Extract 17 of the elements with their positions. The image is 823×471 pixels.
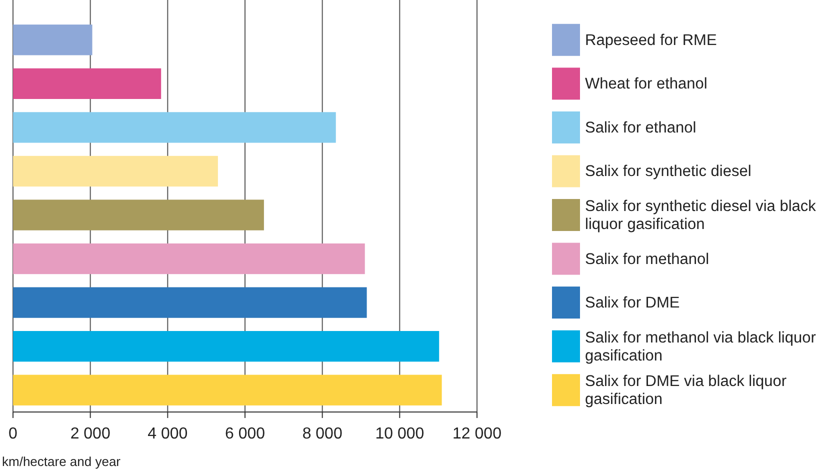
x-tick-label: 4 000 [148,426,188,443]
x-tick-label: 10 000 [375,426,424,443]
legend-label: Salix for synthetic diesel via black liquor gasification [585,198,816,233]
legend-label: Salix for DME via black liquor gasification [585,373,787,408]
x-tick-label: 2 000 [70,426,110,443]
legend-label: Salix for methanol via black liquor gasification [585,329,816,364]
legend-label: Rapeseed for RME [585,32,717,49]
legend-label: Salix for methanol [585,250,710,268]
legend-label: Wheat for ethanol [585,76,708,93]
x-tick-label: 8 000 [302,426,342,443]
x-tick-label: 6 000 [224,426,266,443]
x-tick-label: 12 000 [452,426,502,443]
x-tick-label: 0 [8,426,18,443]
legend-label: Salix for ethanol [585,119,696,136]
legend-label: Salix for DME [585,294,680,312]
legend-label: Salix for synthetic diesel [585,163,752,180]
x-axis-title: km/hectare and year [2,454,122,469]
